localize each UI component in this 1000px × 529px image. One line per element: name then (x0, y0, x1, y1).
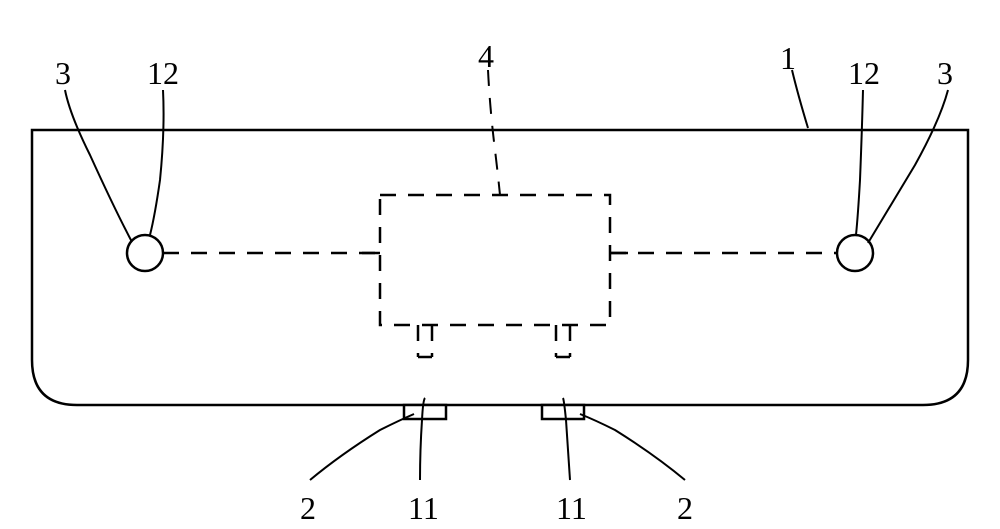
left-circle (127, 235, 163, 271)
label-2-right: 2 (677, 490, 693, 527)
right-circle (837, 235, 873, 271)
label-3-left: 3 (55, 55, 71, 92)
label-3-right: 3 (937, 55, 953, 92)
label-1: 1 (780, 40, 796, 77)
schematic-diagram: 3 12 4 1 12 3 2 11 11 2 (0, 0, 1000, 529)
label-12-left: 12 (147, 55, 179, 92)
leader-12-left (150, 90, 164, 235)
leader-4 (488, 70, 500, 195)
leader-1 (792, 70, 808, 128)
leader-2-left (310, 414, 414, 480)
bottom-tab-right (542, 405, 584, 419)
label-11-right: 11 (556, 490, 587, 527)
label-2-left: 2 (300, 490, 316, 527)
label-11-left: 11 (408, 490, 439, 527)
center-box (380, 195, 610, 325)
label-12-right: 12 (848, 55, 880, 92)
leader-2-right (580, 414, 685, 480)
bottom-tab-left (404, 405, 446, 419)
leader-3-left (65, 90, 132, 242)
label-4: 4 (478, 38, 494, 75)
leader-12-right (856, 90, 863, 235)
outer-shell (32, 130, 968, 405)
leader-3-right (868, 90, 948, 243)
